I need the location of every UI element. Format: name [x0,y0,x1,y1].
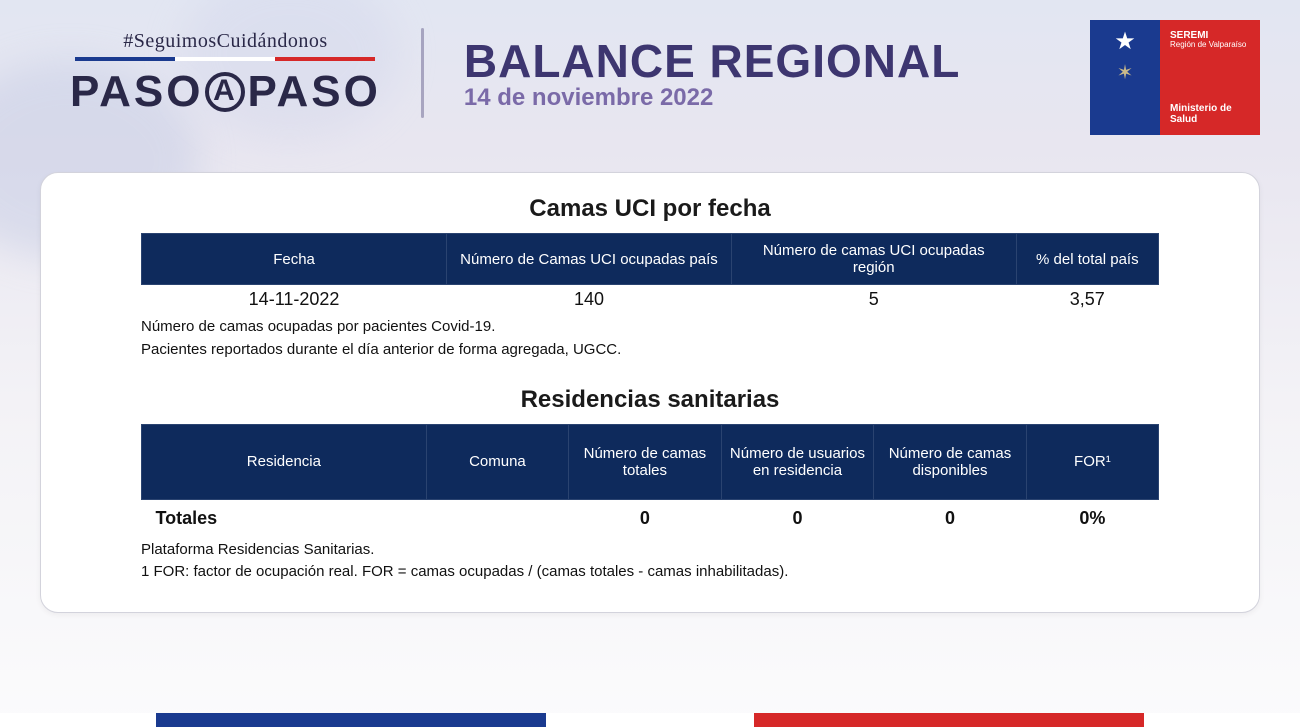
title-block: BALANCE REGIONAL 14 de noviembre 2022 [464,34,960,112]
table-cell: 14-11-2022 [142,285,447,315]
rs-note2: 1 FOR: factor de ocupación real. FOR = c… [141,563,1159,582]
page-title: BALANCE REGIONAL [464,34,960,88]
footer-bar-seg [1144,713,1300,727]
footer-flag-bars [0,713,1300,727]
rs-title: Residencias sanitarias [141,386,1159,414]
table-header-cell: Número de camas UCI ocupadas región [731,234,1016,285]
gov-logo-blue: ★ ✶ [1090,20,1160,135]
pasoapaso-logo: #SeguimosCuidándonos PASO A PASO [70,30,381,117]
page-date: 14 de noviembre 2022 [464,84,960,112]
table-header-cell: Número de usuarios en residencia [721,424,874,499]
table-header-row: FechaNúmero de Camas UCI ocupadas paísNú… [142,234,1159,285]
seremi-line2: Región de Valparaíso [1170,41,1250,50]
table-header-cell: Número de camas totales [569,424,722,499]
logo-a-icon: A [205,72,245,112]
table-cell: 140 [447,285,732,315]
content-card: Camas UCI por fecha FechaNúmero de Camas… [40,172,1260,613]
table-header-cell: Fecha [142,234,447,285]
gov-logo: ★ ✶ SEREMI Región de Valparaíso Minister… [1090,20,1260,135]
table-cell: 5 [731,285,1016,315]
logo-word: PASO A PASO [70,67,381,117]
gov-logo-bottom: Ministerio de Salud [1170,103,1250,125]
table-header-row: ResidenciaComunaNúmero de camas totalesN… [142,424,1159,499]
table-cell: 0 [569,499,722,537]
flag-underline [75,57,375,61]
table-cell: 3,57 [1016,285,1158,315]
table-totals-row: Totales0000% [142,499,1159,537]
logo-right: PASO [247,67,380,117]
rs-note1: Plataforma Residencias Sanitarias. [141,541,1159,560]
table-cell: 0 [721,499,874,537]
vertical-separator [421,28,424,118]
flag-seg-white [175,57,275,61]
flag-seg-blue [75,57,175,61]
table-header-cell: Número de camas disponibles [874,424,1027,499]
table-header-cell: Número de Camas UCI ocupadas país [447,234,732,285]
table-header-cell: Comuna [426,424,568,499]
table-header-cell: Residencia [142,424,427,499]
uci-table: FechaNúmero de Camas UCI ocupadas paísNú… [141,233,1159,314]
hashtag: #SeguimosCuidándonos [123,30,327,53]
flag-seg-red [275,57,375,61]
gov-logo-top: SEREMI Región de Valparaíso [1170,30,1250,50]
crest-icon: ✶ [1117,60,1134,85]
totals-label: Totales [142,499,427,537]
footer-bar-seg [546,713,754,727]
star-icon: ★ [1114,30,1136,54]
footer-bar-seg [754,713,1144,727]
table-cell [426,499,568,537]
uci-title: Camas UCI por fecha [141,195,1159,223]
table-header-cell: FOR¹ [1026,424,1158,499]
rs-table: ResidenciaComunaNúmero de camas totalesN… [141,424,1159,537]
uci-note1: Número de camas ocupadas por pacientes C… [141,318,1159,337]
logo-left: PASO [70,67,203,117]
uci-note2: Pacientes reportados durante el día ante… [141,341,1159,360]
seremi-line4: Salud [1170,114,1250,125]
table-cell: 0% [1026,499,1158,537]
table-row: 14-11-202214053,57 [142,285,1159,315]
gov-logo-red: SEREMI Región de Valparaíso Ministerio d… [1160,20,1260,135]
table-cell: 0 [874,499,1027,537]
footer-bar-seg [156,713,546,727]
table-header-cell: % del total país [1016,234,1158,285]
header: #SeguimosCuidándonos PASO A PASO BALANCE… [70,28,960,118]
footer-bar-seg [0,713,156,727]
seremi-line3: Ministerio de [1170,103,1250,114]
